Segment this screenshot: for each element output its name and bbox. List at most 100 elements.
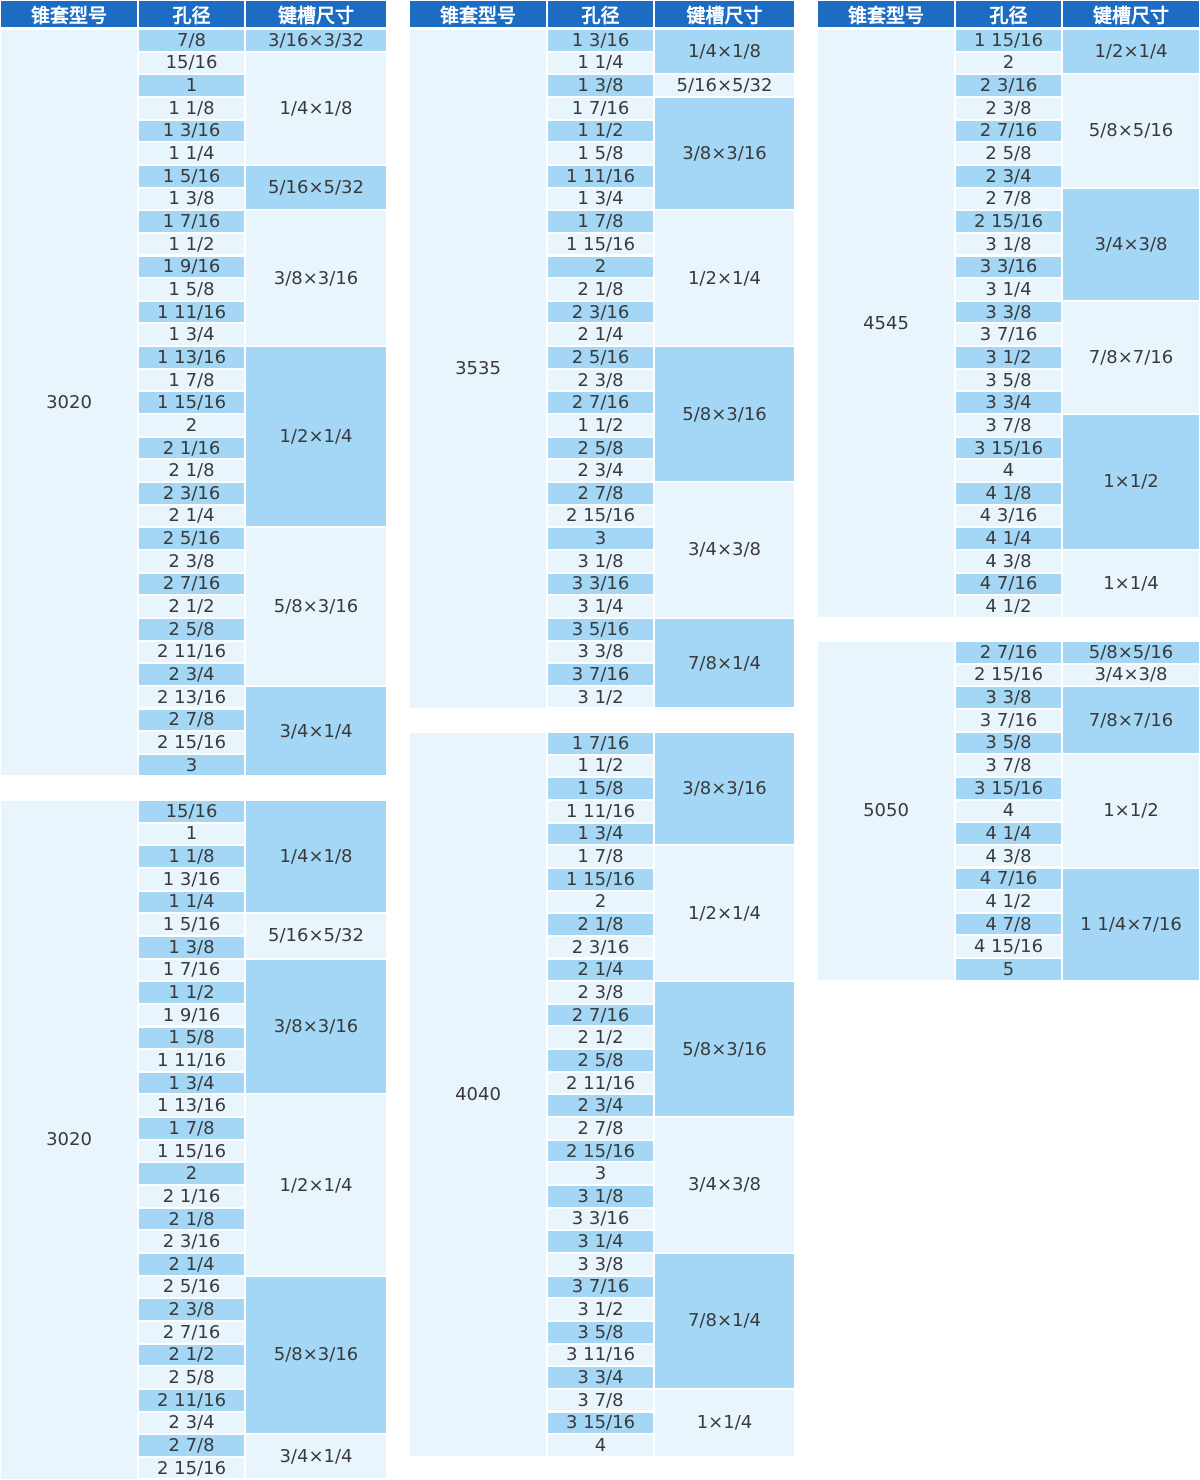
bore-cell: 1 1/2 xyxy=(548,755,653,776)
keyway-cell: 7/8×1/4 xyxy=(655,618,794,708)
bore-cell: 1 9/16 xyxy=(139,1005,244,1026)
keyway-cell: 7/8×7/16 xyxy=(1063,301,1199,414)
bore-cell: 3 7/16 xyxy=(548,1276,653,1297)
bore-cell: 1 9/16 xyxy=(139,256,244,277)
bore-cell: 2 1/8 xyxy=(139,1209,244,1230)
bore-cell: 1 7/16 xyxy=(548,733,653,754)
keyway-cell: 7/8×1/4 xyxy=(655,1253,794,1388)
bore-cell: 3 5/8 xyxy=(956,370,1061,391)
bore-cell: 2 3/16 xyxy=(548,937,653,958)
keyway-cell: 5/8×3/16 xyxy=(246,528,386,685)
bore-cell: 4 7/16 xyxy=(956,573,1061,594)
bore-cell: 2 7/16 xyxy=(956,120,1061,141)
bore-cell: 4 1/4 xyxy=(956,528,1061,549)
bore-cell: 4 3/8 xyxy=(956,551,1061,572)
bore-cell: 3 1/2 xyxy=(956,347,1061,368)
bore-cell: 4 xyxy=(548,1435,653,1456)
bore-cell: 2 3/16 xyxy=(139,1231,244,1252)
bore-cell: 1 5/8 xyxy=(548,143,653,164)
bore-cell: 2 1/8 xyxy=(548,279,653,300)
keyway-cell: 1/2×1/4 xyxy=(1063,30,1199,74)
bore-cell: 3 5/16 xyxy=(548,619,653,640)
bore-cell: 1 xyxy=(139,75,244,96)
bore-cell: 1 15/16 xyxy=(548,869,653,890)
bore-cell: 2 15/16 xyxy=(956,664,1061,685)
bore-cell: 1 13/16 xyxy=(139,1095,244,1116)
bore-cell: 3 7/8 xyxy=(548,1390,653,1411)
bore-cell: 3 3/16 xyxy=(548,1208,653,1229)
bore-cell: 15/16 xyxy=(139,801,244,822)
header-cell: 孔径 xyxy=(548,1,653,27)
bore-cell: 1 3/16 xyxy=(139,120,244,141)
bore-cell: 3 7/8 xyxy=(956,755,1061,776)
bore-cell: 2 1/4 xyxy=(139,1254,244,1275)
keyway-cell: 3/4×3/8 xyxy=(1063,188,1199,300)
bore-cell: 4 1/8 xyxy=(956,483,1061,504)
keyway-cell: 1/4×1/8 xyxy=(246,801,386,913)
bore-cell: 2 3/8 xyxy=(139,551,244,572)
keyway-cell: 3/4×3/8 xyxy=(655,483,794,617)
keyway-cell: 1×1/4 xyxy=(655,1389,794,1456)
bore-cell: 3 15/16 xyxy=(956,778,1061,799)
bore-cell: 1 11/16 xyxy=(548,801,653,822)
bore-cell: 1 3/4 xyxy=(548,823,653,844)
keyway-cell: 3/16×3/32 xyxy=(246,30,386,51)
bore-cell: 3 1/8 xyxy=(548,1186,653,1207)
bore-cell: 1 3/16 xyxy=(139,869,244,890)
bore-cell: 2 7/16 xyxy=(548,392,653,413)
keyway-cell: 3/8×3/16 xyxy=(655,733,794,845)
bore-cell: 1 1/2 xyxy=(139,982,244,1003)
bore-cell: 1 7/8 xyxy=(548,846,653,867)
bore-cell: 4 7/8 xyxy=(956,914,1061,935)
bore-cell: 2 3/4 xyxy=(548,460,653,481)
bore-cell: 2 1/8 xyxy=(139,460,244,481)
bore-cell: 1 5/16 xyxy=(139,914,244,935)
bore-cell: 2 3/4 xyxy=(548,1095,653,1116)
bore-cell: 4 3/8 xyxy=(956,846,1061,867)
bore-cell: 1 13/16 xyxy=(139,347,244,368)
bore-cell: 2 3/8 xyxy=(956,98,1061,119)
bore-cell: 3 xyxy=(548,1163,653,1184)
bore-cell: 2 13/16 xyxy=(139,687,244,708)
bore-cell: 2 3/16 xyxy=(548,302,653,323)
keyway-cell: 1×1/2 xyxy=(1063,755,1199,867)
keyway-cell: 1×1/4 xyxy=(1063,550,1199,617)
bore-cell: 2 1/2 xyxy=(548,1027,653,1048)
bore-cell: 3 1/4 xyxy=(548,1231,653,1252)
bore-cell: 2 5/8 xyxy=(956,143,1061,164)
keyway-cell: 3/4×1/4 xyxy=(246,686,386,776)
keyway-cell: 1/2×1/4 xyxy=(246,347,386,527)
model-cell: 4545 xyxy=(818,30,954,617)
bore-cell: 3 11/16 xyxy=(548,1344,653,1365)
bore-cell: 3 5/8 xyxy=(548,1322,653,1343)
bore-cell: 1 1/2 xyxy=(548,120,653,141)
bore-cell: 1 11/16 xyxy=(139,302,244,323)
bore-cell: 1 5/8 xyxy=(139,279,244,300)
bore-cell: 2 1/4 xyxy=(548,959,653,980)
bore-cell: 3 3/16 xyxy=(548,573,653,594)
bore-cell: 4 1/4 xyxy=(956,823,1061,844)
bore-cell: 2 11/16 xyxy=(548,1073,653,1094)
keyway-cell: 1/4×1/8 xyxy=(246,52,386,164)
keyway-cell: 1/4×1/8 xyxy=(655,30,794,74)
model-cell: 3020 xyxy=(1,801,137,1479)
bore-cell: 1 1/8 xyxy=(139,846,244,867)
bore-cell: 2 1/16 xyxy=(139,438,244,459)
bore-cell: 4 xyxy=(956,460,1061,481)
keyway-cell: 3/4×3/8 xyxy=(655,1118,794,1252)
bore-cell: 4 7/16 xyxy=(956,868,1061,889)
bore-cell: 2 7/8 xyxy=(139,1435,244,1456)
bore-cell: 2 7/16 xyxy=(139,1322,244,1343)
bore-cell: 1 3/4 xyxy=(139,1073,244,1094)
bore-cell: 2 15/16 xyxy=(139,1458,244,1479)
bore-cell: 5 xyxy=(956,959,1061,980)
bore-cell: 1 1/2 xyxy=(548,415,653,436)
bore-cell: 2 3/8 xyxy=(139,1299,244,1320)
bore-cell: 1 15/16 xyxy=(139,392,244,413)
header-cell: 孔径 xyxy=(139,1,244,27)
bore-cell: 3 1/2 xyxy=(548,687,653,708)
bore-cell: 1 15/16 xyxy=(139,1141,244,1162)
bore-cell: 3 3/4 xyxy=(956,392,1061,413)
bore-cell: 2 7/8 xyxy=(139,709,244,730)
